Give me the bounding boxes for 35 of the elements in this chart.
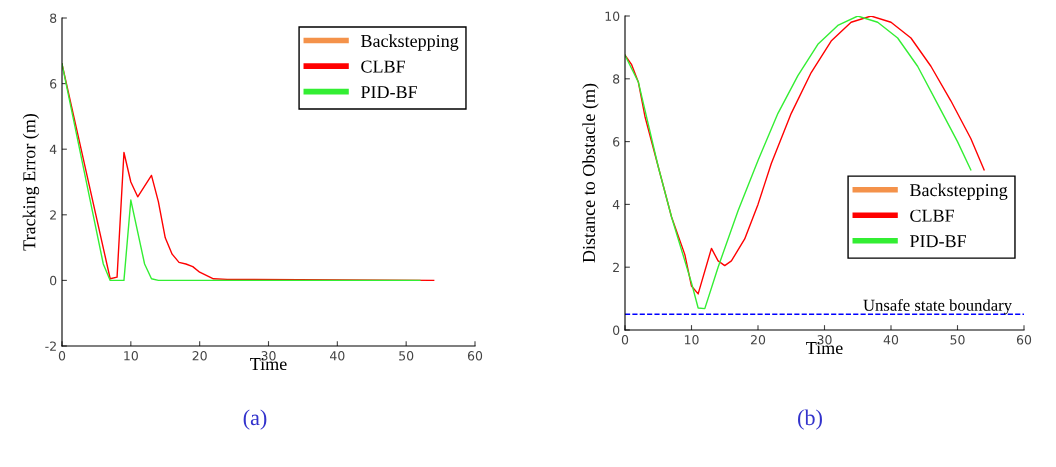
text: (b) — [798, 409, 822, 430]
x-tick-label: 60 — [1016, 335, 1032, 345]
x-tick-label: 50 — [399, 351, 414, 361]
y-tick-label: 6 — [50, 79, 57, 89]
x-tick-label: 10 — [684, 335, 699, 345]
y-axis-title: Tracking Error (m) — [22, 113, 40, 251]
y-tick-label: 0 — [50, 275, 57, 286]
y-tick-label: -2 — [45, 341, 56, 351]
x-tick-label: 10 — [124, 351, 138, 361]
x-tick-label: 20 — [192, 351, 207, 361]
legend-label: CLBF — [910, 209, 954, 222]
legend-label: PID-BF — [360, 86, 417, 99]
legend-label: PID-BF — [909, 235, 966, 248]
y-tick-label: 0 — [613, 325, 620, 335]
y-tick-label: 8 — [50, 13, 57, 23]
legend-label: CLBF — [361, 60, 405, 73]
x-tick-label: 20 — [750, 335, 766, 345]
y-tick-label: 2 — [50, 210, 56, 220]
text: (a) — [243, 409, 267, 430]
y-tick-label: 4 — [612, 200, 620, 210]
y-tick-label: 6 — [613, 137, 620, 147]
x-tick-label: 50 — [950, 335, 965, 345]
x-tick-label: 40 — [329, 351, 345, 361]
y-tick-label: 2 — [613, 262, 619, 272]
x-tick-label: 60 — [467, 351, 483, 361]
y-axis-title: Distance to Obstacle (m) — [582, 83, 599, 263]
x-tick-label: 0 — [621, 335, 629, 345]
y-tick-label: 10 — [605, 11, 620, 21]
x-tick-label: 40 — [883, 335, 899, 345]
ref-line-label: Unsafe state boundary — [863, 298, 1012, 315]
y-tick-label: 4 — [49, 144, 57, 154]
x-tick-label: 0 — [58, 351, 66, 361]
y-tick-label: 8 — [613, 74, 620, 84]
legend-label: Backstepping — [360, 34, 459, 51]
legend-label: Backstepping — [909, 183, 1008, 200]
